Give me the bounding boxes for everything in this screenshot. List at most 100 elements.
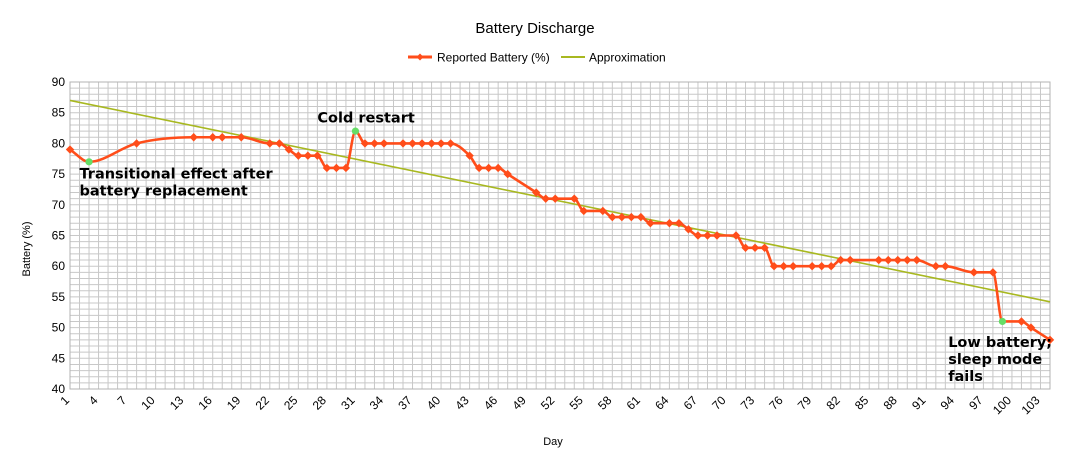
x-tick-label: 19 xyxy=(224,393,244,413)
legend-label-approximation: Approximation xyxy=(589,51,666,65)
data-point xyxy=(65,145,75,154)
data-point xyxy=(1026,323,1036,332)
data-point xyxy=(931,262,941,271)
data-point xyxy=(370,139,379,148)
data-point xyxy=(275,139,284,148)
data-point xyxy=(398,139,408,148)
data-point xyxy=(1017,317,1026,326)
data-point xyxy=(617,212,627,222)
x-tick-label: 73 xyxy=(738,393,758,413)
data-point xyxy=(712,231,722,240)
data-point xyxy=(427,139,436,148)
approximation-line xyxy=(69,99,1051,303)
data-point xyxy=(731,231,741,240)
y-tick-label: 40 xyxy=(52,382,66,396)
x-tick-label: 16 xyxy=(195,393,215,413)
data-point xyxy=(446,139,455,148)
x-tick-label: 46 xyxy=(481,393,501,413)
data-point xyxy=(598,206,608,216)
highlight-point xyxy=(351,127,360,135)
data-point xyxy=(826,262,836,271)
annotation-line: Transitional effect after xyxy=(80,166,274,182)
data-point xyxy=(693,231,703,240)
data-point xyxy=(132,139,141,148)
y-tick-label: 70 xyxy=(52,198,66,212)
data-point xyxy=(874,255,883,265)
data-point xyxy=(465,151,474,160)
data-point xyxy=(493,163,503,173)
data-point xyxy=(627,212,636,222)
x-tick-label: 34 xyxy=(367,393,387,413)
x-tick-label: 55 xyxy=(567,393,587,413)
x-tick-label: 43 xyxy=(452,393,472,413)
data-point xyxy=(284,145,294,154)
series-layer xyxy=(65,99,1055,345)
legend-item-reported: Reported Battery (%) xyxy=(408,51,550,65)
data-point xyxy=(769,262,779,271)
data-point xyxy=(836,255,845,265)
data-point xyxy=(941,262,950,271)
x-tick-label: 10 xyxy=(138,393,158,413)
x-tick-label: 91 xyxy=(909,393,929,413)
x-tick-label: 88 xyxy=(881,393,901,413)
data-point xyxy=(541,194,550,203)
x-tick-label: 70 xyxy=(709,393,729,413)
chart-title: Battery Discharge xyxy=(475,20,594,37)
data-point xyxy=(741,243,750,252)
y-tick-label: 65 xyxy=(52,229,66,243)
data-point xyxy=(750,243,760,252)
data-point xyxy=(341,163,351,173)
y-tick-label: 55 xyxy=(52,290,66,304)
y-axis-tick-labels: 40 45 50 55 60 65 70 75 80 85 90 xyxy=(52,75,66,396)
data-point xyxy=(674,219,684,228)
y-tick-label: 45 xyxy=(52,351,66,365)
y-tick-label: 80 xyxy=(52,136,66,150)
annotation-text: Cold restart xyxy=(317,111,414,127)
x-tick-label: 103 xyxy=(1019,393,1043,417)
x-tick-label: 79 xyxy=(795,393,815,413)
x-tick-label: 49 xyxy=(509,393,529,413)
data-point xyxy=(551,194,560,203)
data-point xyxy=(1045,335,1055,345)
data-point xyxy=(912,255,921,265)
y-tick-label: 90 xyxy=(52,75,66,89)
data-point xyxy=(484,163,493,173)
x-tick-label: 67 xyxy=(681,393,701,413)
plot-border xyxy=(69,81,1051,390)
data-point xyxy=(265,139,275,148)
annotation-line: fails xyxy=(948,369,983,385)
annotation-line: Low battery; xyxy=(948,335,1052,351)
data-point xyxy=(332,163,341,173)
x-tick-label: 100 xyxy=(990,393,1014,417)
data-point xyxy=(532,188,541,197)
data-point xyxy=(570,194,579,203)
y-gridlines xyxy=(70,81,1050,390)
x-tick-label: 37 xyxy=(395,393,415,413)
data-point xyxy=(579,206,588,216)
data-point xyxy=(884,255,893,265)
data-point xyxy=(788,262,798,271)
data-point xyxy=(760,243,769,252)
x-tick-label: 97 xyxy=(966,393,986,413)
highlight-point xyxy=(998,317,1007,326)
annotation-line: battery replacement xyxy=(80,183,248,199)
annotation-line: sleep mode xyxy=(948,352,1042,368)
annotation-text: Transitional effect after battery replace… xyxy=(80,166,274,199)
x-tick-label: 31 xyxy=(338,393,358,413)
data-point xyxy=(313,151,322,160)
y-tick-label: 75 xyxy=(52,167,66,181)
data-point xyxy=(417,139,427,148)
data-point xyxy=(436,139,446,148)
data-point xyxy=(408,139,417,148)
data-point xyxy=(189,133,198,142)
data-point xyxy=(303,151,313,160)
data-point xyxy=(294,151,303,160)
y-tick-label: 85 xyxy=(52,106,66,120)
x-tick-label: 28 xyxy=(310,393,330,413)
data-point xyxy=(665,219,674,228)
legend-item-approximation: Approximation xyxy=(561,51,666,65)
data-point xyxy=(779,262,788,271)
data-point xyxy=(893,255,902,265)
legend: Reported Battery (%) Approximation xyxy=(408,51,666,65)
